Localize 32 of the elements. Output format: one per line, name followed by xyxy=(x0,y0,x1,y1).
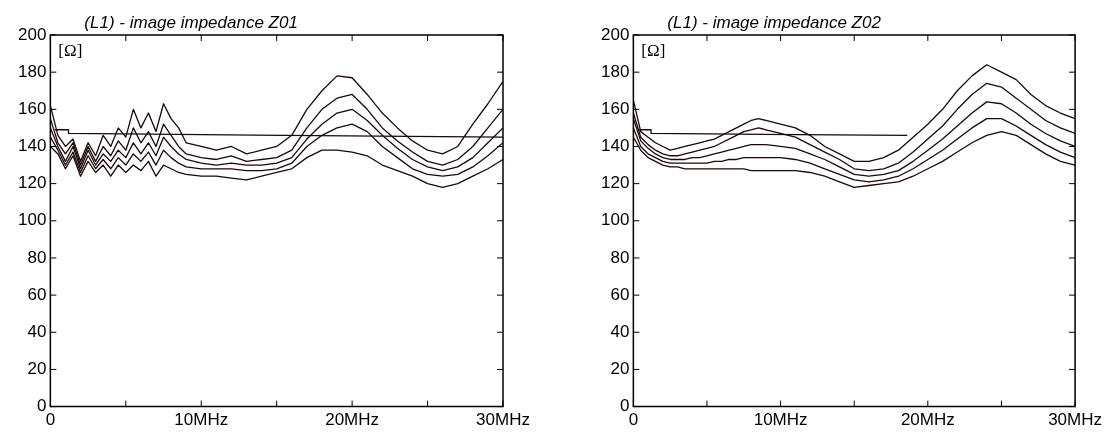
y-tick-label: 120 xyxy=(600,173,630,193)
x-tick-label: 10MHz xyxy=(753,410,808,430)
y-tick-label: 20 xyxy=(27,359,47,379)
chart-title: (L1) - image impedance Z02 xyxy=(667,13,882,32)
y-tick-label: 180 xyxy=(600,61,630,81)
x-tick-label: 30MHz xyxy=(1048,410,1103,430)
chart-title: (L1) - image impedance Z01 xyxy=(84,13,298,32)
y-tick-label: 160 xyxy=(17,99,47,119)
y-tick-label: 160 xyxy=(600,99,630,119)
annotation: [Ω] xyxy=(58,40,83,60)
y-tick-label: 100 xyxy=(17,210,47,230)
x-tick-label: 20MHz xyxy=(900,410,955,430)
y-tick-label: 0 xyxy=(36,396,47,416)
y-tick-label: 120 xyxy=(17,173,47,193)
y-tick-label: 100 xyxy=(600,210,630,230)
y-tick-label: 0 xyxy=(619,396,630,416)
y-tick-label: 60 xyxy=(610,284,630,304)
y-tick-label: 180 xyxy=(17,61,47,81)
y-tick-label: 20 xyxy=(610,359,630,379)
y-tick-label: 200 xyxy=(17,24,47,44)
x-tick-label: 20MHz xyxy=(325,410,380,430)
y-tick-label: 60 xyxy=(27,284,47,304)
y-tick-label: 140 xyxy=(17,136,47,156)
y-tick-label: 200 xyxy=(600,24,630,44)
x-tick-label: 10MHz xyxy=(174,410,229,430)
y-tick-label: 40 xyxy=(27,321,47,341)
x-tick-label: 30MHz xyxy=(476,410,530,430)
annotation: [Ω] xyxy=(641,40,666,60)
y-tick-label: 80 xyxy=(610,247,630,267)
y-tick-label: 140 xyxy=(600,136,630,156)
y-tick-label: 40 xyxy=(610,321,630,341)
y-tick-label: 80 xyxy=(27,247,47,267)
